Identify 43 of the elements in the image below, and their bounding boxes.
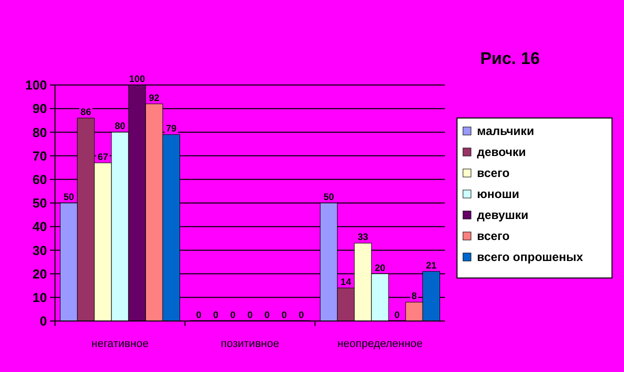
- x-tick-label: неопределенное: [337, 338, 423, 350]
- data-label: 0: [213, 310, 218, 321]
- y-tick-label: 10: [32, 290, 47, 305]
- data-label: 0: [230, 310, 236, 321]
- data-label: 0: [247, 310, 253, 321]
- data-label: 21: [426, 260, 438, 272]
- data-label: 8: [412, 291, 417, 302]
- legend-label: юноши: [477, 187, 520, 202]
- legend-label: девочки: [477, 145, 526, 160]
- data-label: 50: [323, 192, 334, 203]
- data-label: 67: [98, 152, 108, 163]
- x-tick-label: негативное: [91, 338, 149, 350]
- x-tick-label: позитивное: [220, 338, 280, 350]
- y-tick-label: 50: [32, 196, 47, 211]
- text: Рис. 16: [480, 49, 540, 68]
- legend-label: девушки: [477, 208, 528, 222]
- y-tick-label: 90: [32, 101, 47, 116]
- data-label: 14: [340, 276, 352, 288]
- data-label: 0: [282, 310, 287, 321]
- data-label: 20: [374, 262, 386, 274]
- legend-label: всего: [477, 229, 510, 244]
- y-tick-label: 0: [40, 314, 47, 329]
- data-label: 0: [298, 310, 304, 321]
- y-tick-label: 80: [32, 124, 47, 140]
- data-label: 0: [394, 310, 400, 321]
- y-tick-label: 30: [32, 242, 47, 258]
- data-label: 79: [166, 124, 177, 135]
- data-label: 86: [80, 107, 92, 118]
- data-label: 0: [196, 310, 202, 321]
- data-label: 100: [129, 74, 146, 85]
- legend-label: мальчики: [477, 124, 534, 138]
- data-label: 0: [264, 310, 270, 321]
- y-tick-label: 40: [32, 219, 47, 234]
- y-tick-label: 70: [32, 148, 47, 164]
- data-label: 92: [148, 92, 160, 104]
- y-tick-label: 100: [25, 78, 47, 93]
- y-tick-label: 60: [32, 172, 47, 187]
- data-label: 80: [114, 121, 126, 132]
- y-tick-label: 20: [32, 266, 47, 282]
- legend-label: всего опрошеных: [477, 250, 584, 264]
- legend-label: всего: [477, 166, 510, 180]
- data-label: 50: [63, 192, 74, 203]
- data-label: 33: [358, 232, 368, 244]
